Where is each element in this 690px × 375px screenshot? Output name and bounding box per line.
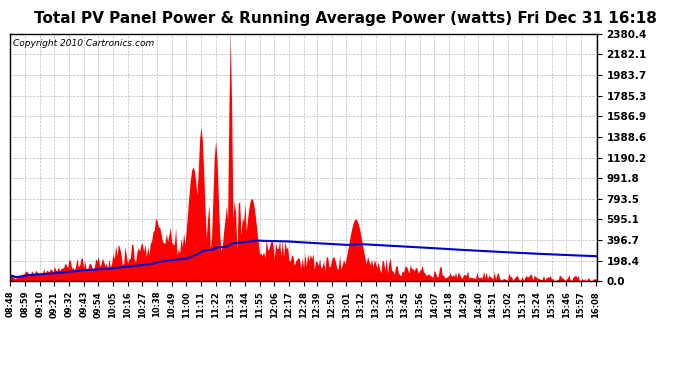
Text: Copyright 2010 Cartronics.com: Copyright 2010 Cartronics.com — [13, 39, 155, 48]
Text: Total PV Panel Power & Running Average Power (watts) Fri Dec 31 16:18: Total PV Panel Power & Running Average P… — [34, 11, 656, 26]
